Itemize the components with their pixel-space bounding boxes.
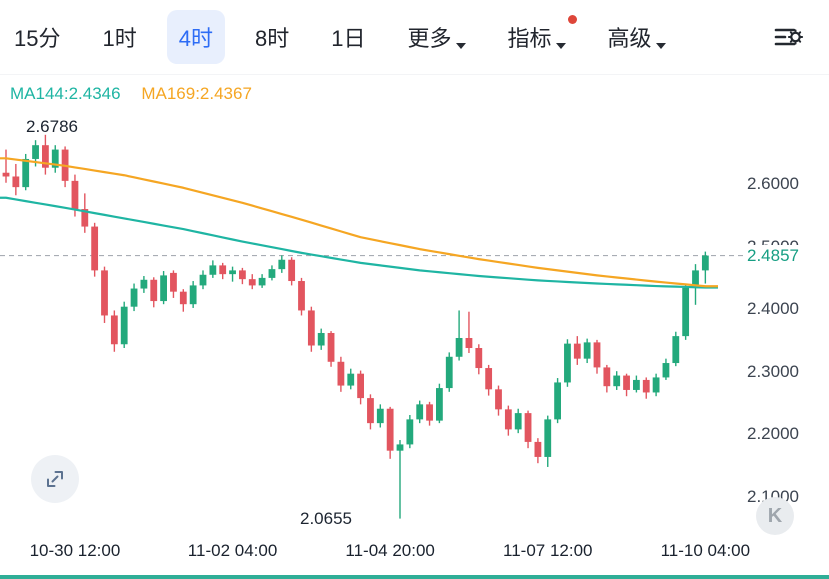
tab-label: 更多 (407, 26, 452, 51)
tab-label: 1时 (102, 26, 137, 51)
tab-indicators[interactable]: 指标 (496, 10, 578, 64)
low-price-label: 2.0655 (300, 509, 352, 528)
chevron-down-icon (555, 43, 566, 49)
tab-label: 4时 (178, 26, 213, 51)
tab-4h[interactable]: 4时 (166, 10, 225, 64)
bottom-accent-strip (0, 575, 829, 579)
ma144-label: MA144:2.4346 (10, 84, 121, 103)
x-axis-label: 10-30 12:00 (29, 541, 121, 560)
tab-8h[interactable]: 8时 (243, 10, 301, 64)
y-axis-label: 2.4000 (747, 299, 799, 319)
ma-indicator-row: MA144:2.4346 MA169:2.4367 (10, 84, 252, 104)
high-price-label: 2.6786 (26, 117, 78, 136)
watermark-badge: K (756, 497, 794, 535)
y-axis-label: 2.6000 (747, 174, 799, 193)
tab-label: 指标 (507, 26, 552, 51)
tab-label: 高级 (607, 26, 652, 51)
chart-settings-button[interactable] (771, 20, 805, 54)
x-axis-label: 11-07 12:00 (503, 541, 593, 560)
tab-label: 8时 (254, 26, 290, 51)
last-price-tag: 2.4857 (744, 244, 802, 267)
chart-settings-icon (774, 28, 804, 46)
tab-advanced[interactable]: 高级 (596, 10, 678, 64)
x-axis-label: 11-10 04:00 (660, 541, 751, 560)
tab-1d[interactable]: 1日 (319, 10, 377, 64)
expand-chart-button[interactable] (31, 455, 79, 503)
chevron-down-icon (655, 43, 666, 49)
watermark-letter: K (767, 504, 783, 527)
x-axis-label: 11-04 20:00 (345, 541, 435, 560)
expand-icon (47, 471, 63, 487)
x-axis-label: 11-02 04:00 (187, 541, 278, 560)
chevron-down-icon (455, 43, 466, 49)
tab-label: 15分 (14, 26, 61, 51)
y-axis-label: 2.2000 (747, 424, 799, 444)
tab-15min[interactable]: 15分 (2, 10, 72, 64)
ma169-label: MA169:2.4367 (141, 84, 252, 103)
tab-label: 1日 (331, 26, 366, 51)
notification-dot (567, 15, 577, 24)
tab-1h[interactable]: 1时 (90, 10, 148, 64)
y-axis-label: 2.3000 (747, 361, 799, 381)
chart-toolbar: 15分 1时 4时 8时 1日 更多 指标 高级 (0, 0, 829, 75)
tab-more[interactable]: 更多 (395, 10, 477, 64)
